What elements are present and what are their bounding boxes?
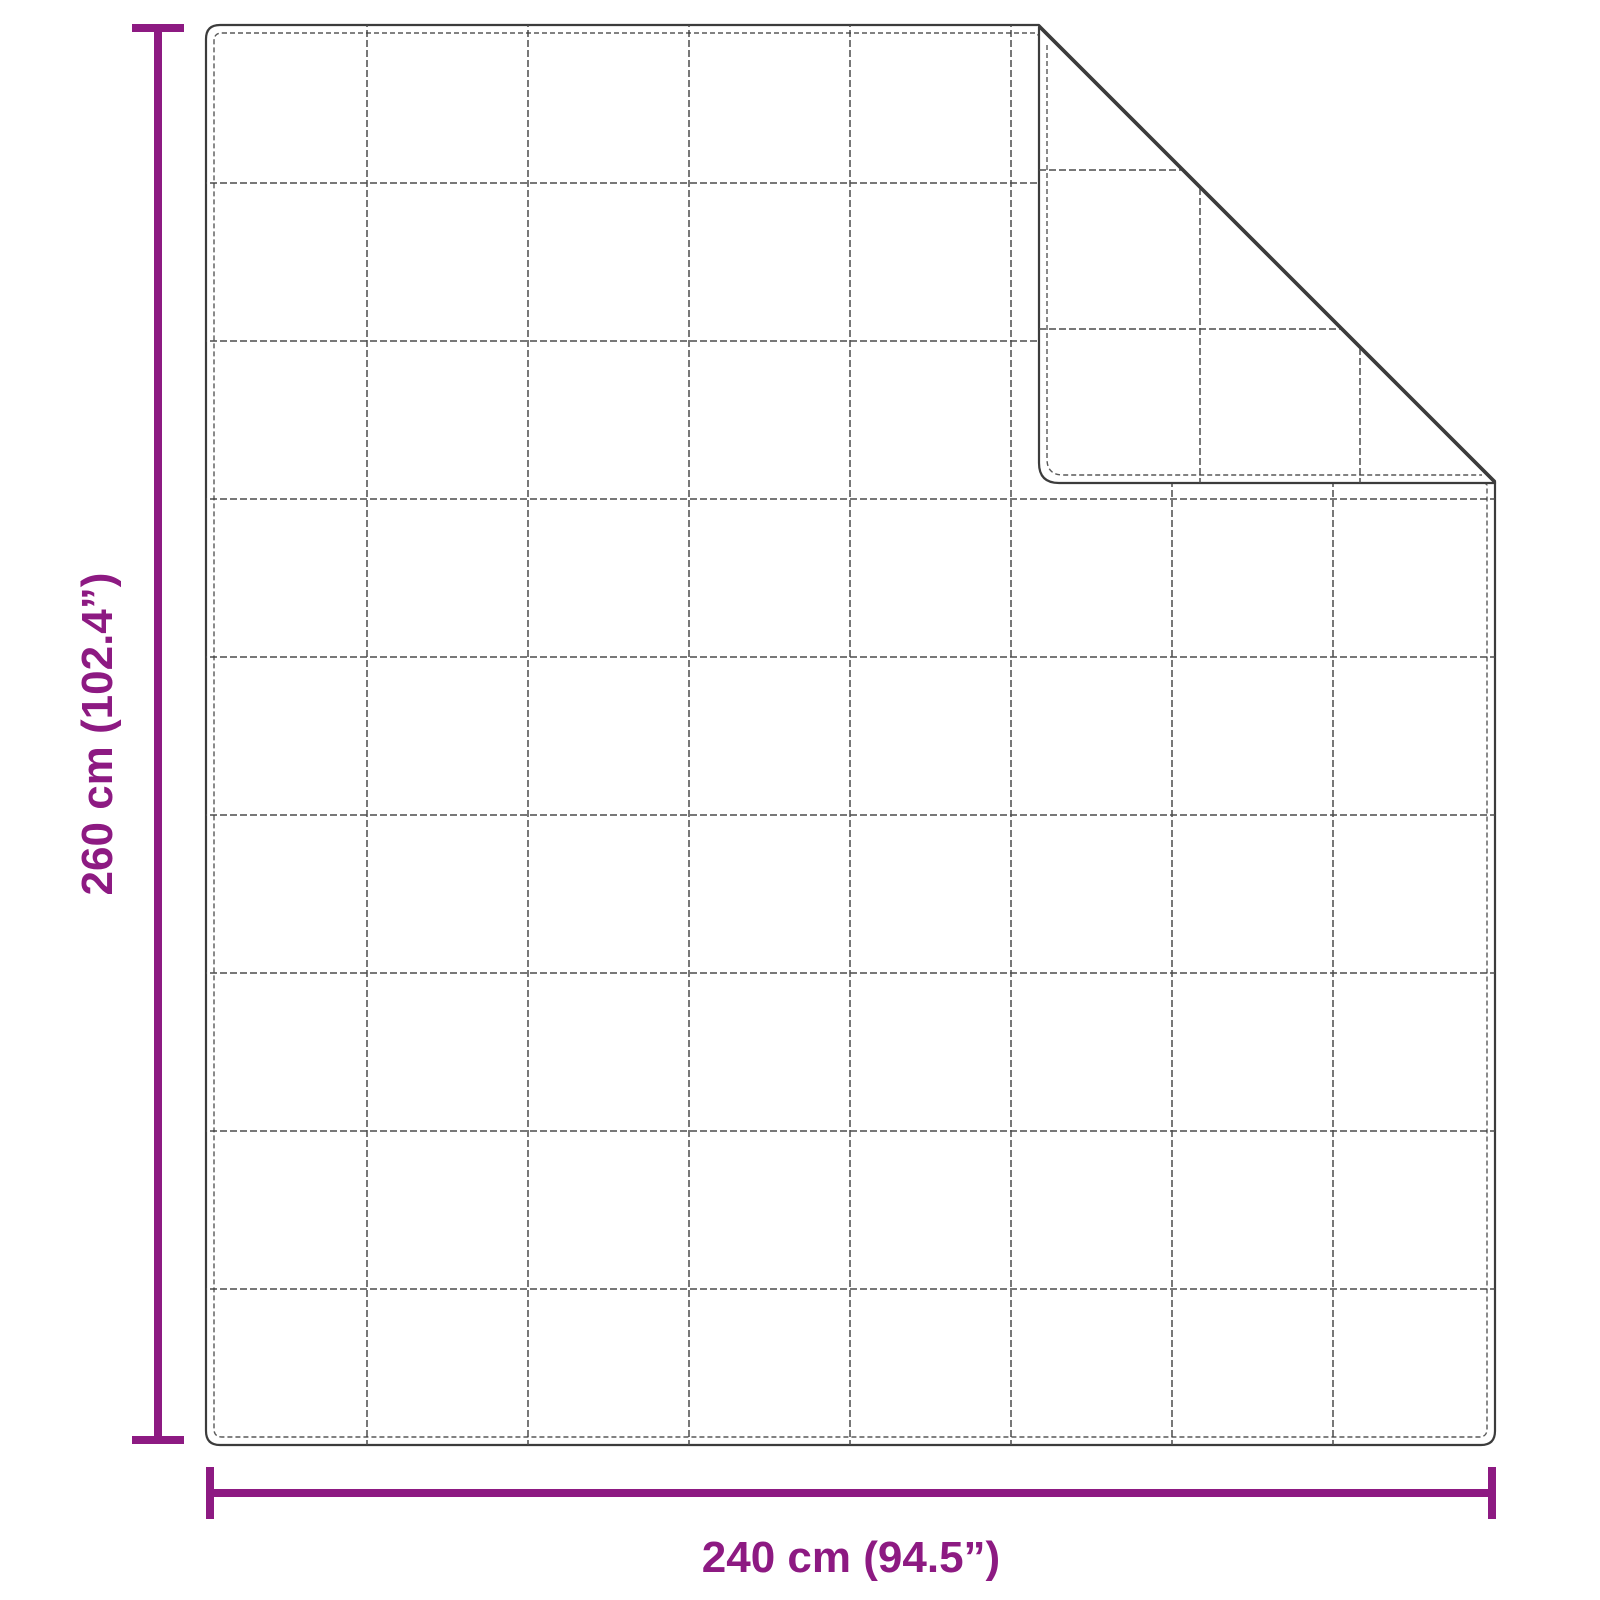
width-dimension: 240 cm (94.5”) (206, 1467, 1496, 1582)
fold-crease-line (1038, 26, 1496, 484)
height-dimension: 260 cm (102.4”) (73, 24, 184, 1444)
flap-edge-stitching (1046, 45, 1482, 476)
height-dimension-label: 260 cm (102.4”) (73, 573, 122, 896)
width-dimension-label: 240 cm (94.5”) (702, 1533, 1000, 1582)
flap-quilt-grid (1039, 169, 1361, 483)
folded-corner-flap (1037, 25, 1497, 485)
quilt-grid (206, 25, 1495, 1445)
blanket-body (204, 23, 1497, 1447)
